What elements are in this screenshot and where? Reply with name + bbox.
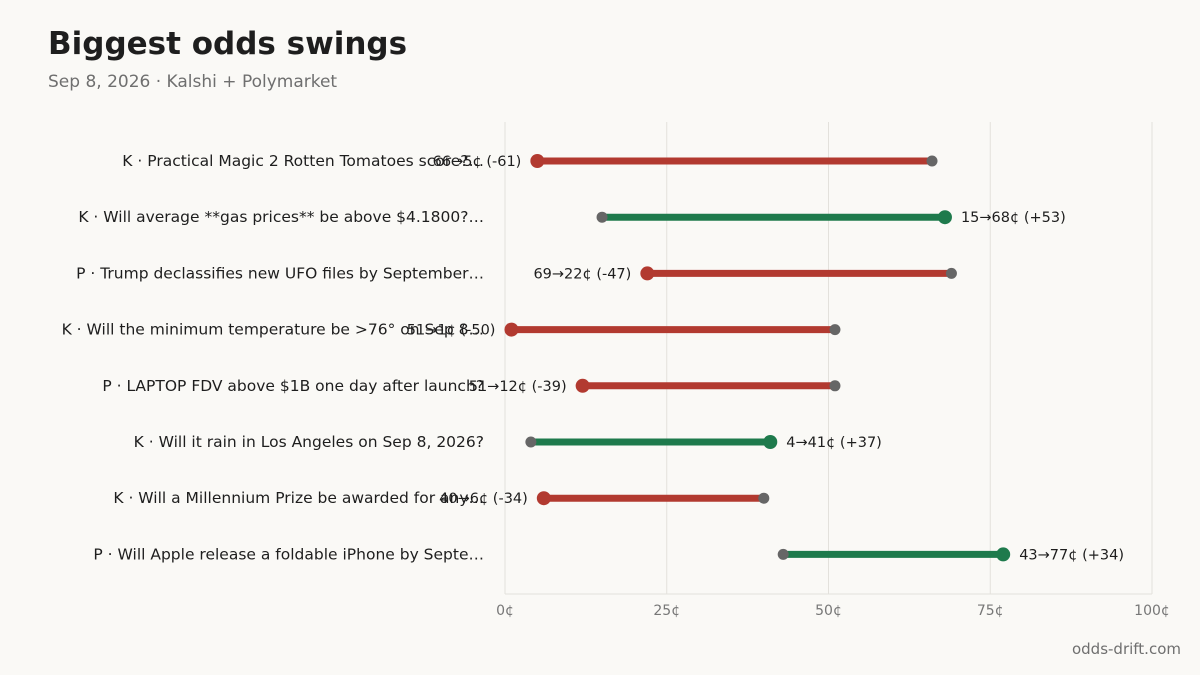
row-label: K · Will average **gas prices** be above… [78, 208, 484, 226]
start-point [926, 155, 938, 167]
value-label: 69→22¢ (-47) [533, 266, 631, 282]
chart-row: K · Will the minimum temperature be >76°… [62, 321, 841, 339]
value-label: 43→77¢ (+34) [1019, 547, 1124, 563]
chart-row: P · Trump declassifies new UFO files by … [76, 264, 957, 282]
end-point [536, 491, 551, 506]
row-label: P · Will Apple release a foldable iPhone… [93, 545, 484, 563]
value-label: 66→5¢ (-61) [433, 154, 522, 170]
end-point [530, 154, 545, 168]
x-tick-label: 75¢ [977, 603, 1004, 619]
chart-rows: K · Practical Magic 2 Rotten Tomatoes sc… [62, 152, 1124, 563]
end-point [504, 322, 519, 337]
x-tick-label: 0¢ [496, 603, 514, 619]
row-label: P · Trump declassifies new UFO files by … [76, 264, 484, 282]
source-credit: odds-drift.com [1071, 640, 1181, 658]
start-point [945, 267, 957, 279]
row-label: K · Will the minimum temperature be >76°… [62, 321, 484, 339]
x-axis: 0¢ 25¢ 50¢ 75¢ 100¢ [496, 593, 1170, 619]
start-point [829, 380, 841, 392]
row-label: K · Will it rain in Los Angeles on Sep 8… [134, 433, 484, 451]
start-point [525, 436, 537, 448]
chart-title: Biggest odds swings [48, 26, 408, 62]
chart-subtitle: Sep 8, 2026 · Kalshi + Polymarket [48, 72, 338, 92]
value-label: 51→12¢ (-39) [469, 379, 567, 395]
x-tick-label: 50¢ [815, 603, 842, 619]
row-label: K · Practical Magic 2 Rotten Tomatoes sc… [122, 152, 484, 170]
chart-row: K · Will average **gas prices** be above… [78, 208, 1065, 226]
chart-row: P · Will Apple release a foldable iPhone… [93, 545, 1124, 563]
row-label: K · Will a Millennium Prize be awarded f… [113, 489, 484, 507]
x-tick-label: 25¢ [653, 603, 680, 619]
chart-row: P · LAPTOP FDV above $1B one day after l… [102, 377, 841, 395]
start-point [596, 211, 608, 223]
start-point [777, 548, 789, 560]
start-point [758, 492, 770, 504]
value-label: 4→41¢ (+37) [786, 435, 882, 451]
end-point [937, 210, 952, 225]
end-point [763, 435, 778, 449]
end-point [640, 266, 655, 281]
value-label: 51→1¢ (-50) [407, 323, 496, 339]
row-label: P · LAPTOP FDV above $1B one day after l… [102, 377, 484, 395]
value-label: 40→6¢ (-34) [439, 491, 528, 507]
chart-row: K · Will a Millennium Prize be awarded f… [113, 489, 770, 507]
gridlines [504, 122, 1153, 594]
end-point [575, 378, 590, 393]
chart-row: K · Practical Magic 2 Rotten Tomatoes sc… [122, 152, 938, 170]
x-tick-label: 100¢ [1134, 603, 1170, 619]
start-point [829, 324, 841, 336]
chart-row: K · Will it rain in Los Angeles on Sep 8… [134, 433, 882, 451]
value-label: 15→68¢ (+53) [961, 210, 1066, 226]
end-point [996, 547, 1011, 562]
